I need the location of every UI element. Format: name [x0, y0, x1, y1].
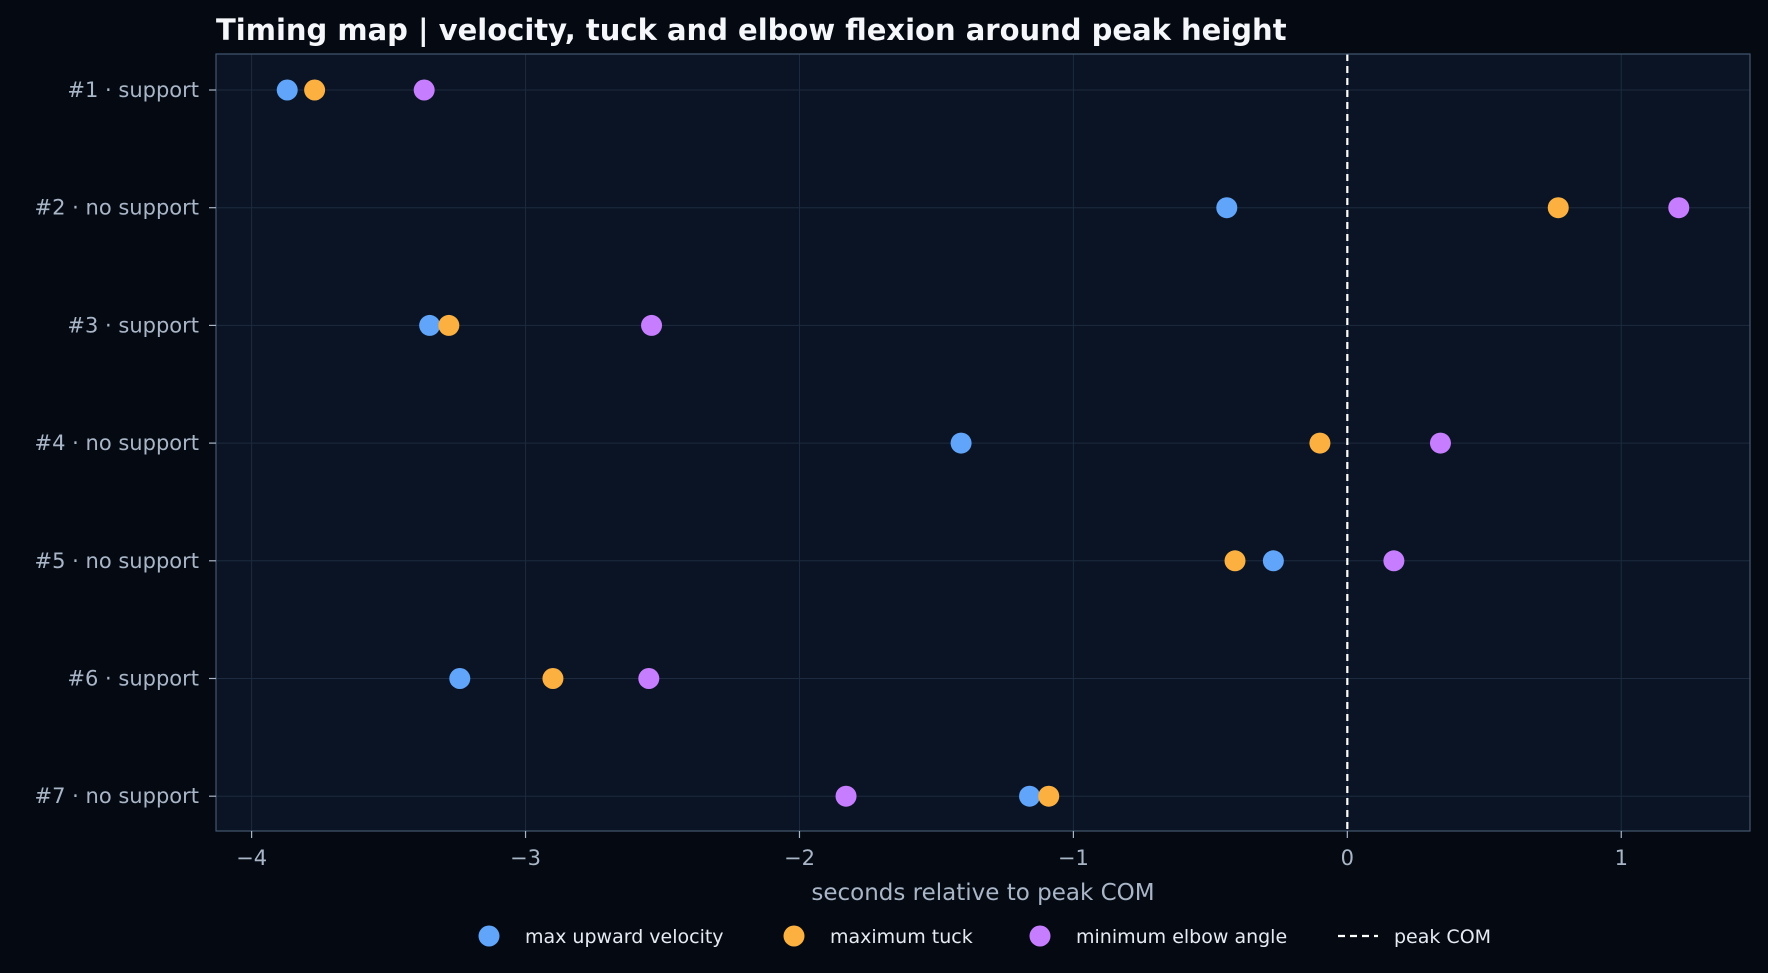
point-max-upward-velocity-row-3 — [419, 314, 441, 336]
chart-title: Timing map | velocity, tuck and elbow fl… — [216, 13, 1287, 47]
point-maximum-tuck-row-4 — [1309, 432, 1331, 454]
point-maximum-tuck-row-3 — [438, 314, 460, 336]
point-max-upward-velocity-row-5 — [1262, 550, 1284, 572]
legend-marker — [1029, 925, 1051, 947]
legend-label: peak COM — [1394, 926, 1491, 948]
point-minimum-elbow-angle-row-7 — [835, 785, 857, 807]
point-maximum-tuck-row-7 — [1038, 785, 1060, 807]
x-tick-label: −1 — [1058, 846, 1089, 870]
point-max-upward-velocity-row-6 — [449, 668, 471, 689]
x-tick-label: 1 — [1615, 846, 1628, 870]
x-tick-label: −4 — [236, 846, 267, 870]
legend-marker — [478, 925, 500, 947]
y-tick-label: #7 · no support — [35, 784, 199, 808]
point-minimum-elbow-angle-row-6 — [638, 668, 660, 689]
legend-marker — [783, 925, 805, 947]
x-axis-label: seconds relative to peak COM — [811, 880, 1154, 906]
point-maximum-tuck-row-6 — [542, 668, 564, 689]
point-maximum-tuck-row-2 — [1547, 197, 1569, 219]
x-axis: −4 −3 −2 −1 0 1 — [236, 831, 1628, 870]
legend: max upward velocity maximum tuck minimum e… — [478, 925, 1491, 948]
point-minimum-elbow-angle-row-2 — [1668, 197, 1690, 219]
x-tick-label: −3 — [510, 846, 541, 870]
point-minimum-elbow-angle-row-3 — [641, 314, 663, 336]
point-minimum-elbow-angle-row-5 — [1383, 550, 1405, 572]
point-maximum-tuck-row-5 — [1224, 550, 1246, 572]
point-max-upward-velocity-row-4 — [950, 432, 972, 454]
y-tick-label: #3 · support — [67, 313, 199, 337]
grid-layer — [216, 54, 1750, 831]
point-minimum-elbow-angle-row-1 — [413, 79, 435, 101]
y-tick-label: #6 · support — [67, 667, 199, 691]
data-points — [276, 79, 1690, 807]
legend-label: maximum tuck — [830, 926, 973, 948]
x-tick-label: −2 — [784, 846, 815, 870]
y-axis: #1 · support #2 · no support #3 · support #… — [35, 78, 216, 808]
legend-label: max upward velocity — [525, 926, 724, 948]
y-tick-label: #1 · support — [67, 78, 199, 102]
plot-area — [216, 54, 1750, 831]
legend-label: minimum elbow angle — [1076, 926, 1287, 948]
y-tick-label: #2 · no support — [35, 196, 199, 220]
x-tick-label: 0 — [1341, 846, 1354, 870]
point-max-upward-velocity-row-7 — [1019, 785, 1041, 807]
point-maximum-tuck-row-1 — [304, 79, 326, 101]
y-tick-label: #4 · no support — [35, 431, 199, 455]
point-max-upward-velocity-row-1 — [276, 79, 298, 101]
point-minimum-elbow-angle-row-4 — [1429, 432, 1451, 454]
point-max-upward-velocity-row-2 — [1216, 197, 1238, 219]
y-tick-label: #5 · no support — [35, 549, 199, 573]
